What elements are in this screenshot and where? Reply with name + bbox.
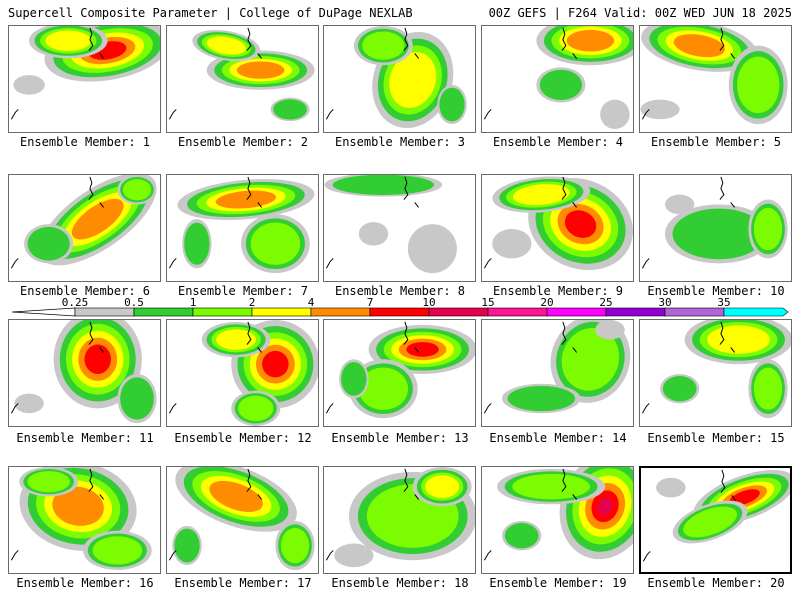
scp-field-map	[10, 320, 157, 424]
ensemble-panel-19	[481, 466, 634, 574]
legend-swatch	[251, 307, 312, 317]
legend-swatch	[310, 307, 371, 317]
legend-swatch	[546, 307, 607, 317]
page-title: Supercell Composite Parameter | College …	[8, 6, 413, 20]
ensemble-member-label: Ensemble Member: 2	[177, 135, 309, 149]
scp-field-map	[642, 469, 790, 562]
run-valid-time: 00Z GEFS | F264 Valid: 00Z WED JUN 18 20…	[488, 6, 792, 20]
ensemble-member-label: Ensemble Member: 1	[19, 135, 151, 149]
ensemble-member-label: Ensemble Member: 16	[16, 576, 154, 590]
ensemble-panel-7	[166, 174, 319, 282]
scp-field-map	[641, 176, 788, 269]
ensemble-member-label: Ensemble Member: 13	[331, 431, 469, 445]
ensemble-member-label: Ensemble Member: 10	[647, 284, 785, 298]
legend-swatch	[192, 307, 253, 317]
scp-field-map	[10, 467, 152, 571]
ensemble-member-label: Ensemble Member: 5	[650, 135, 782, 149]
legend-tick-label: 20	[540, 296, 553, 309]
ensemble-panel-8	[323, 174, 476, 282]
ensemble-member-label: Ensemble Member: 15	[647, 431, 785, 445]
scp-field-map	[10, 175, 157, 269]
scp-field-map	[483, 176, 633, 271]
ensemble-member-label: Ensemble Member: 19	[489, 576, 627, 590]
scp-field-map	[168, 320, 318, 426]
legend-tick-label: 30	[658, 296, 671, 309]
scp-field-map	[168, 467, 315, 571]
legend-swatch	[605, 307, 666, 317]
ensemble-member-label: Ensemble Member: 11	[16, 431, 154, 445]
ensemble-panel-11	[8, 319, 161, 427]
ensemble-panel-13	[323, 319, 476, 427]
legend-tick-label: 25	[599, 296, 612, 309]
scp-field-map	[483, 467, 633, 561]
ensemble-panel-16	[8, 466, 161, 574]
ensemble-panel-4	[481, 25, 634, 133]
ensemble-member-label: Ensemble Member: 4	[492, 135, 624, 149]
ensemble-panel-5	[639, 25, 792, 133]
legend-swatch	[664, 307, 725, 317]
ensemble-member-label: Ensemble Member: 6	[19, 284, 151, 298]
scp-field-map	[640, 26, 788, 125]
legend-tick-label: 2	[249, 296, 256, 309]
ensemble-member-label: Ensemble Member: 17	[174, 576, 312, 590]
ensemble-panel-10	[639, 174, 792, 282]
ensemble-member-label: Ensemble Member: 18	[331, 576, 469, 590]
legend-swatch	[487, 307, 548, 317]
scp-field-map	[324, 175, 457, 274]
ensemble-panel-18	[323, 466, 476, 574]
legend-tick-label: 15	[481, 296, 494, 309]
legend-tick-label: 10	[422, 296, 435, 309]
scp-field-map	[483, 320, 631, 414]
legend-tick-label: 7	[367, 296, 374, 309]
legend-tick-label: 1	[190, 296, 197, 309]
ensemble-panel-6	[8, 174, 161, 282]
ensemble-member-label: Ensemble Member: 8	[334, 284, 466, 298]
color-legend: 0.25 0.5 1 2 4 7 10 15 20 25 30 35	[11, 296, 789, 317]
legend-tick-label: 0.25	[62, 296, 89, 309]
ensemble-panel-12	[166, 319, 319, 427]
ensemble-panel-17	[166, 466, 319, 574]
scp-field-map	[483, 26, 633, 130]
ensemble-member-label: Ensemble Member: 9	[492, 284, 624, 298]
ensemble-panel-1	[8, 25, 161, 133]
legend-low-end	[11, 307, 76, 317]
ensemble-panel-3	[323, 25, 476, 133]
legend-swatch	[369, 307, 430, 317]
scp-field-map	[325, 26, 467, 129]
ensemble-member-label: Ensemble Member: 14	[489, 431, 627, 445]
legend-tick-label: 0.5	[124, 296, 144, 309]
legend-swatch	[723, 307, 789, 317]
legend-tick-label: 4	[308, 296, 315, 309]
scp-field-map	[168, 27, 315, 122]
scp-field-map	[168, 176, 315, 274]
ensemble-panel-20	[639, 466, 792, 574]
ensemble-member-label: Ensemble Member: 12	[174, 431, 312, 445]
ensemble-panel-2	[166, 25, 319, 133]
scp-field-map	[325, 321, 475, 419]
legend-swatch	[74, 307, 135, 317]
ensemble-panel-9	[481, 174, 634, 282]
ensemble-member-label: Ensemble Member: 3	[334, 135, 466, 149]
legend-swatch	[428, 307, 489, 317]
ensemble-panel-15	[639, 319, 792, 427]
scp-field-map	[641, 320, 791, 419]
ensemble-member-label: Ensemble Member: 20	[647, 576, 785, 590]
legend-tick-label: 35	[717, 296, 730, 309]
ensemble-panel-14	[481, 319, 634, 427]
scp-field-map	[325, 467, 475, 568]
scp-field-map	[10, 26, 160, 120]
legend-swatch	[133, 307, 194, 317]
ensemble-member-label: Ensemble Member: 7	[177, 284, 309, 298]
